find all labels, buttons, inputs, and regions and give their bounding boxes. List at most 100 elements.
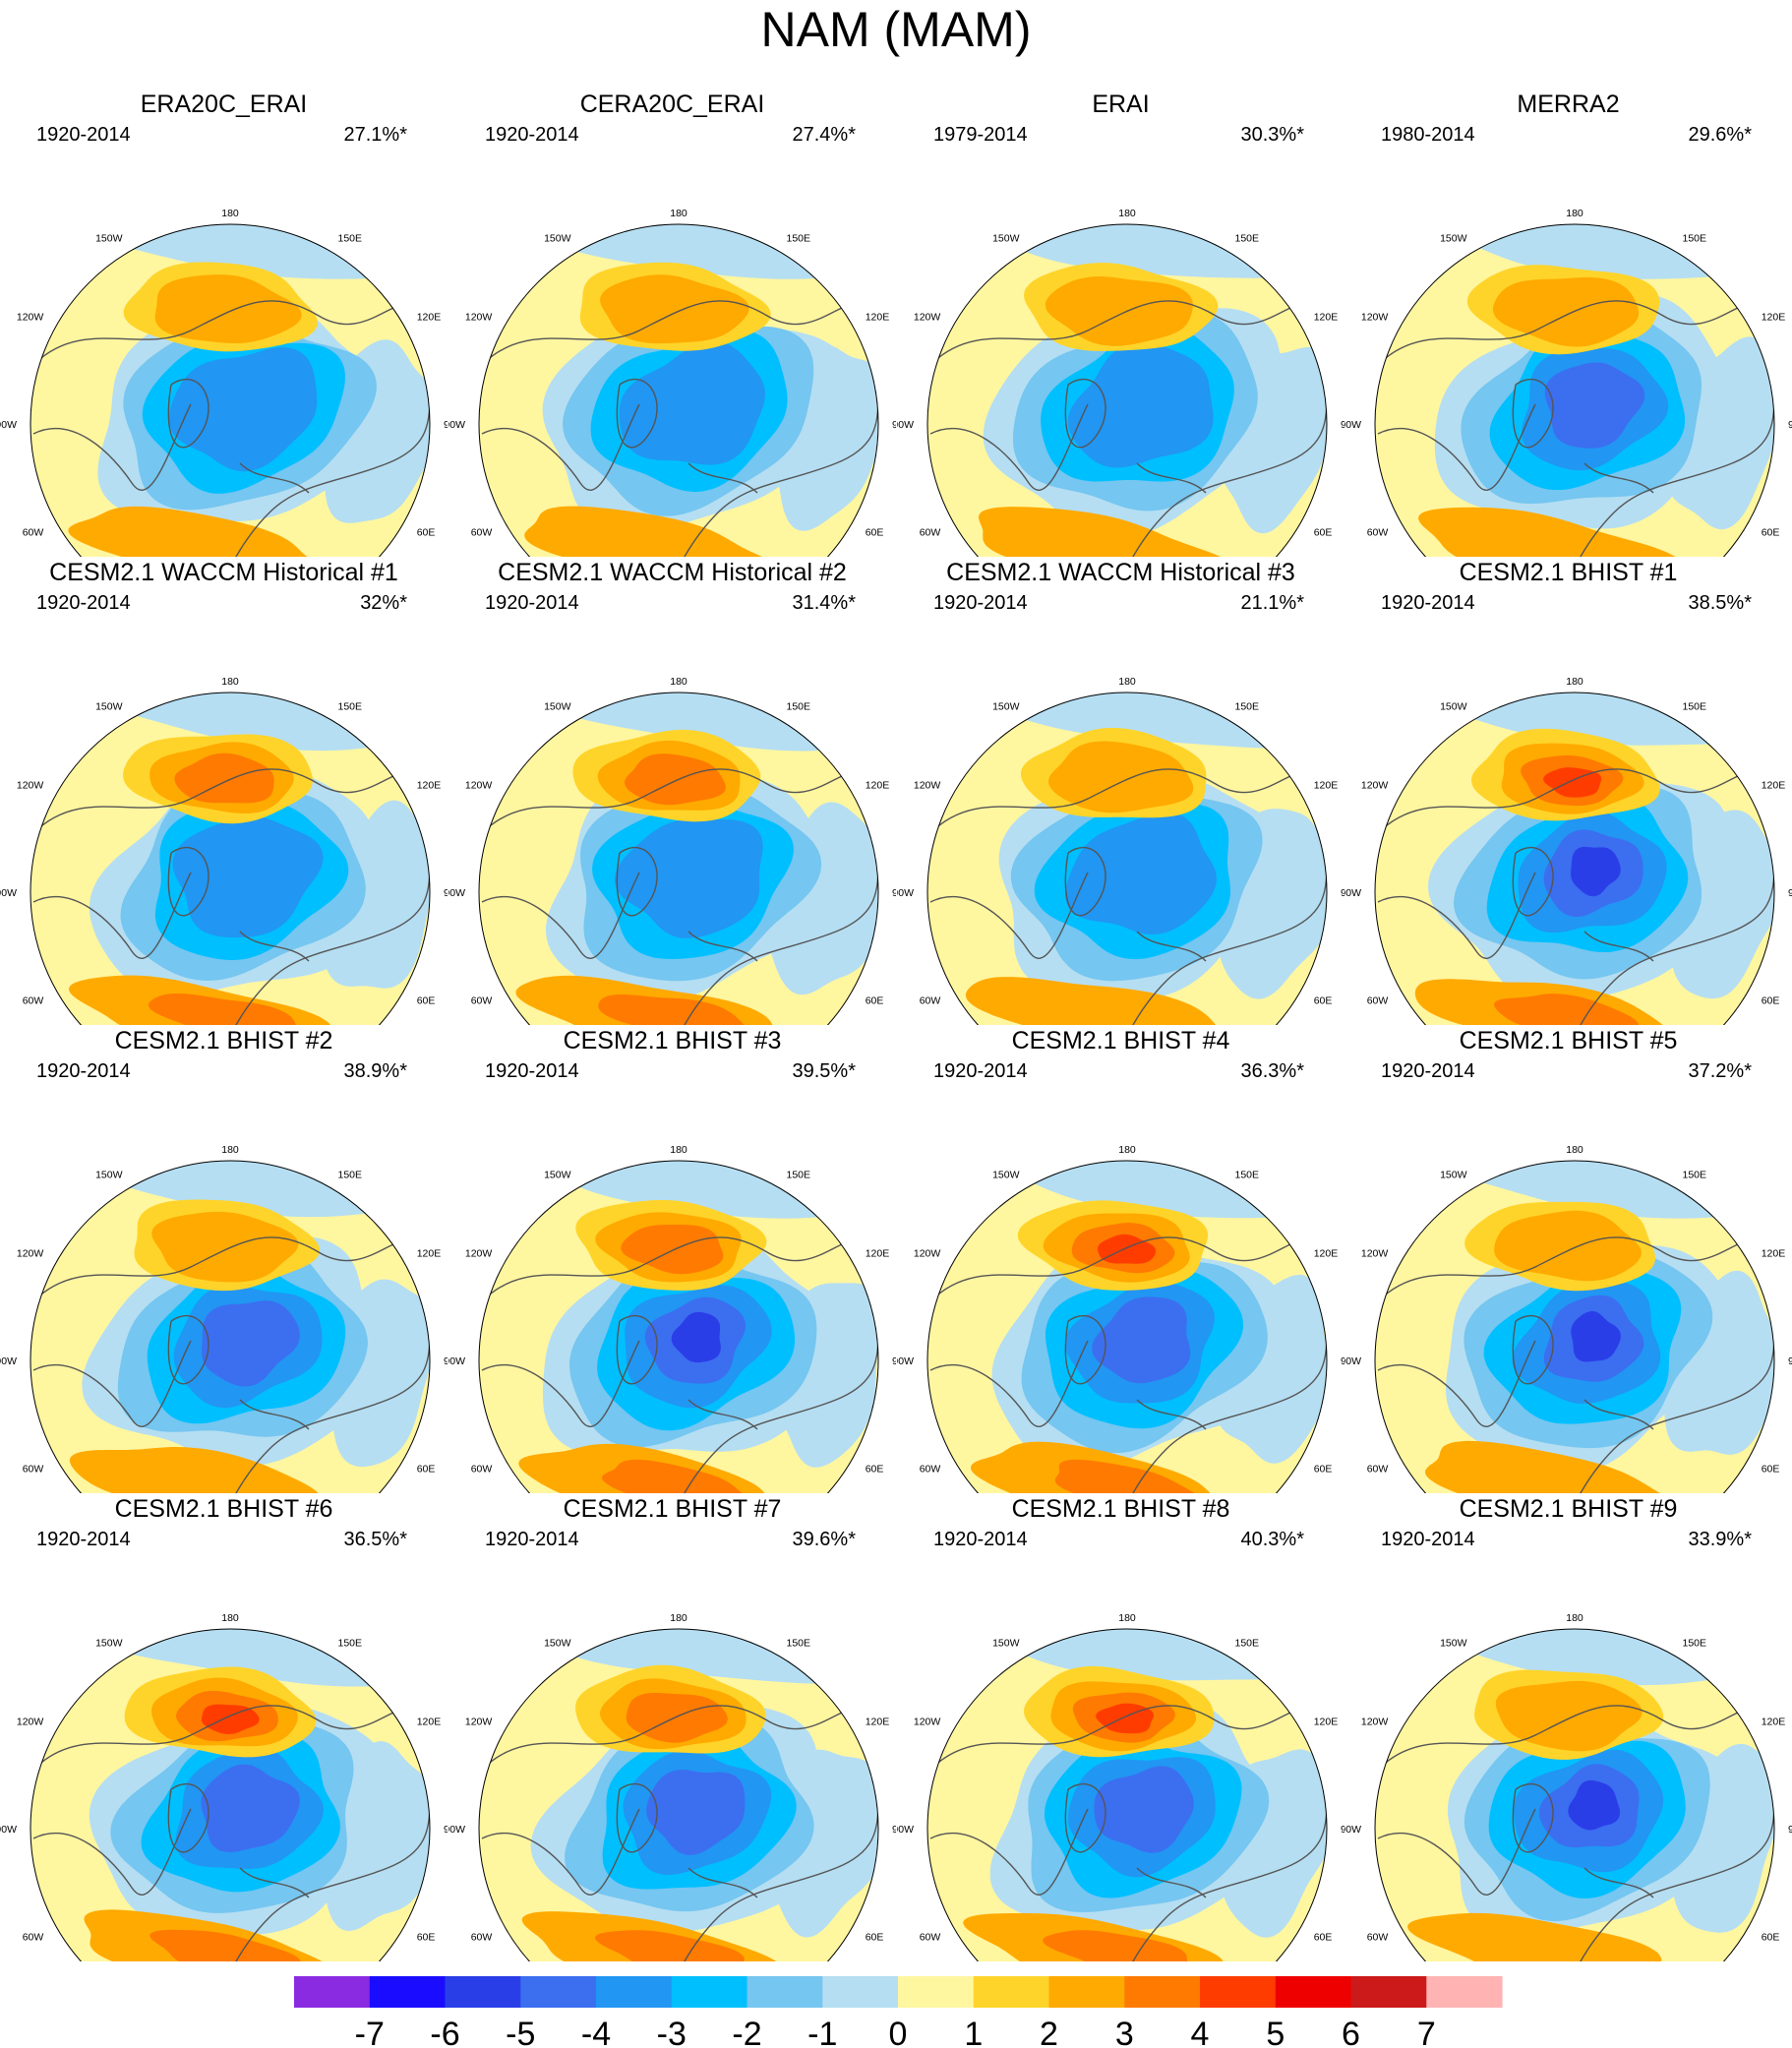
longitude-label: 90W: [448, 1824, 465, 1836]
longitude-label: 60E: [1314, 1932, 1333, 1944]
longitude-label: 90E: [1788, 1355, 1792, 1367]
longitude-label: 120W: [914, 312, 941, 324]
panel-title: CESM2.1 BHIST #2: [114, 1027, 333, 1054]
longitude-label: 150W: [95, 700, 123, 712]
field-level--4: [614, 819, 763, 938]
colorbar-segment: [747, 1976, 823, 2008]
panel-period: 1979-2014: [933, 124, 1028, 146]
colorbar-tick-label: 2: [1040, 2016, 1058, 2048]
longitude-label: 90W: [1344, 419, 1361, 431]
map-border: [1374, 223, 1775, 557]
longitude-label: 120W: [1361, 780, 1389, 792]
longitude-label: 150W: [95, 1637, 123, 1649]
colorbar-segment: [294, 1976, 371, 2008]
polar-map: 180150E120E90E60E30E030W60W90W120W150W: [1344, 208, 1792, 557]
map-border: [926, 223, 1328, 557]
coastlines: [929, 1236, 1327, 1493]
coastlines: [481, 768, 878, 1025]
field-level-2: [68, 506, 333, 557]
field-level-2: [151, 1211, 299, 1283]
colorbar-segment: [671, 1976, 748, 2008]
coastlines: [32, 1705, 430, 1961]
longitude-label: 150W: [1440, 700, 1467, 712]
field-level--5: [1092, 1296, 1191, 1384]
longitude-label: 60W: [920, 1932, 941, 1944]
longitude-label: 180: [1566, 1612, 1583, 1624]
longitude-label: 150W: [1440, 1637, 1467, 1649]
polar-map: 180150E120E90E60E30E030W60W90W120W150W: [1344, 676, 1792, 1025]
colorbar-tick-label: 6: [1342, 2016, 1360, 2048]
map-panel: CESM2.1 BHIST #8 1920-2014 40.3%* 180 150E 12…: [897, 1494, 1344, 1961]
coastlines: [32, 300, 430, 557]
longitude-label: 90E: [1341, 1824, 1344, 1836]
map-panel: CESM2.1 BHIST #3 1920-2014 39.5%* 180 150E 12…: [448, 1026, 896, 1493]
longitude-label: 90W: [897, 887, 914, 899]
polar-map: 180150E120E90E60E30E030W60W90W120W150W: [448, 1612, 896, 1961]
polar-map: 180150E120E90E60E30E030W60W90W120W150W: [897, 1144, 1344, 1493]
longitude-label: 60E: [1314, 527, 1333, 539]
field-level-3: [621, 1225, 724, 1275]
longitude-label: 150E: [338, 1169, 363, 1180]
longitude-label: 60W: [920, 527, 941, 539]
longitude-label: 90W: [1344, 1824, 1361, 1836]
polar-map: 180150E120E90E60E30E030W60W90W120W150W: [448, 1144, 896, 1493]
panel-title: CESM2.1 WACCM Historical #3: [946, 559, 1295, 586]
longitude-label: 90E: [1341, 419, 1344, 431]
longitude-label: 60W: [23, 995, 44, 1007]
panel-title: CESM2.1 BHIST #3: [563, 1027, 782, 1054]
longitude-label: 90E: [892, 1824, 896, 1836]
coastlines: [1377, 1236, 1774, 1493]
polar-map: 180150E120E90E60E30E030W60W90W120W150W: [448, 676, 896, 1025]
panel-title: CESM2.1 BHIST #5: [1459, 1027, 1678, 1054]
map-border: [478, 1160, 879, 1493]
longitude-label: 90E: [1341, 1355, 1344, 1367]
panel-period: 1920-2014: [485, 1060, 579, 1082]
longitude-label: 180: [221, 1612, 239, 1624]
field-level-4: [201, 1704, 260, 1734]
longitude-label: 90E: [1788, 1824, 1792, 1836]
map-panel: ERAI1979-201430.3%*180150E120E90E60E30E0…: [897, 90, 1344, 557]
longitude-label: 120W: [914, 780, 941, 792]
longitude-label: 60W: [471, 1464, 493, 1476]
longitude-label: 60W: [471, 1932, 493, 1944]
map-panel: CESM2.1 WACCM Historical #3 1920-2014 21.1…: [897, 558, 1344, 1025]
field-level--5: [646, 1770, 746, 1855]
map-panel: CESM2.1 BHIST #2 1920-2014 38.9%* 180 150E 12…: [0, 1026, 448, 1493]
colorbar-tick-label: -6: [430, 2016, 459, 2048]
longitude-label: 150E: [787, 232, 811, 244]
longitude-label: 150E: [338, 232, 363, 244]
longitude-label: 150E: [1235, 232, 1260, 244]
longitude-label: 120W: [1361, 1248, 1389, 1260]
longitude-label: 150E: [338, 700, 363, 712]
longitude-label: 150E: [1683, 700, 1707, 712]
panel-title: CESM2.1 WACCM Historical #1: [49, 559, 398, 586]
colorbar-segment: [898, 1976, 975, 2008]
map-border: [30, 223, 431, 557]
longitude-label: 90W: [1344, 887, 1361, 899]
colorbar-segment: [1275, 1976, 1352, 2008]
longitude-label: 120W: [17, 780, 44, 792]
field-level-3: [149, 993, 297, 1025]
colorbar-tick-label: -4: [581, 2016, 611, 2048]
field-level-3: [1054, 1459, 1201, 1493]
field-level--4: [619, 340, 765, 465]
longitude-label: 60E: [1762, 527, 1780, 539]
longitude-label: 90W: [897, 1355, 914, 1367]
longitude-label: 180: [221, 208, 239, 219]
field-level--4: [1065, 812, 1217, 934]
field-level--4: [172, 815, 324, 938]
longitude-label: 60W: [23, 527, 44, 539]
longitude-label: 60W: [1367, 995, 1389, 1007]
polar-map: 180150E120E90E60E30E030W60W90W120W150W: [897, 676, 1344, 1025]
field-level-2: [965, 977, 1223, 1025]
field-level-3: [1494, 994, 1640, 1025]
longitude-label: 60W: [1367, 1932, 1389, 1944]
coastlines: [1377, 1705, 1774, 1961]
colorbar-segment: [596, 1976, 673, 2008]
longitude-label: 150E: [1235, 700, 1260, 712]
longitude-label: 150W: [992, 1169, 1020, 1180]
panel-period: 1920-2014: [485, 124, 579, 146]
panel-title: ERA20C_ERAI: [140, 90, 308, 118]
longitude-label: 150E: [787, 1169, 811, 1180]
panel-title: CESM2.1 BHIST #9: [1459, 1495, 1678, 1523]
